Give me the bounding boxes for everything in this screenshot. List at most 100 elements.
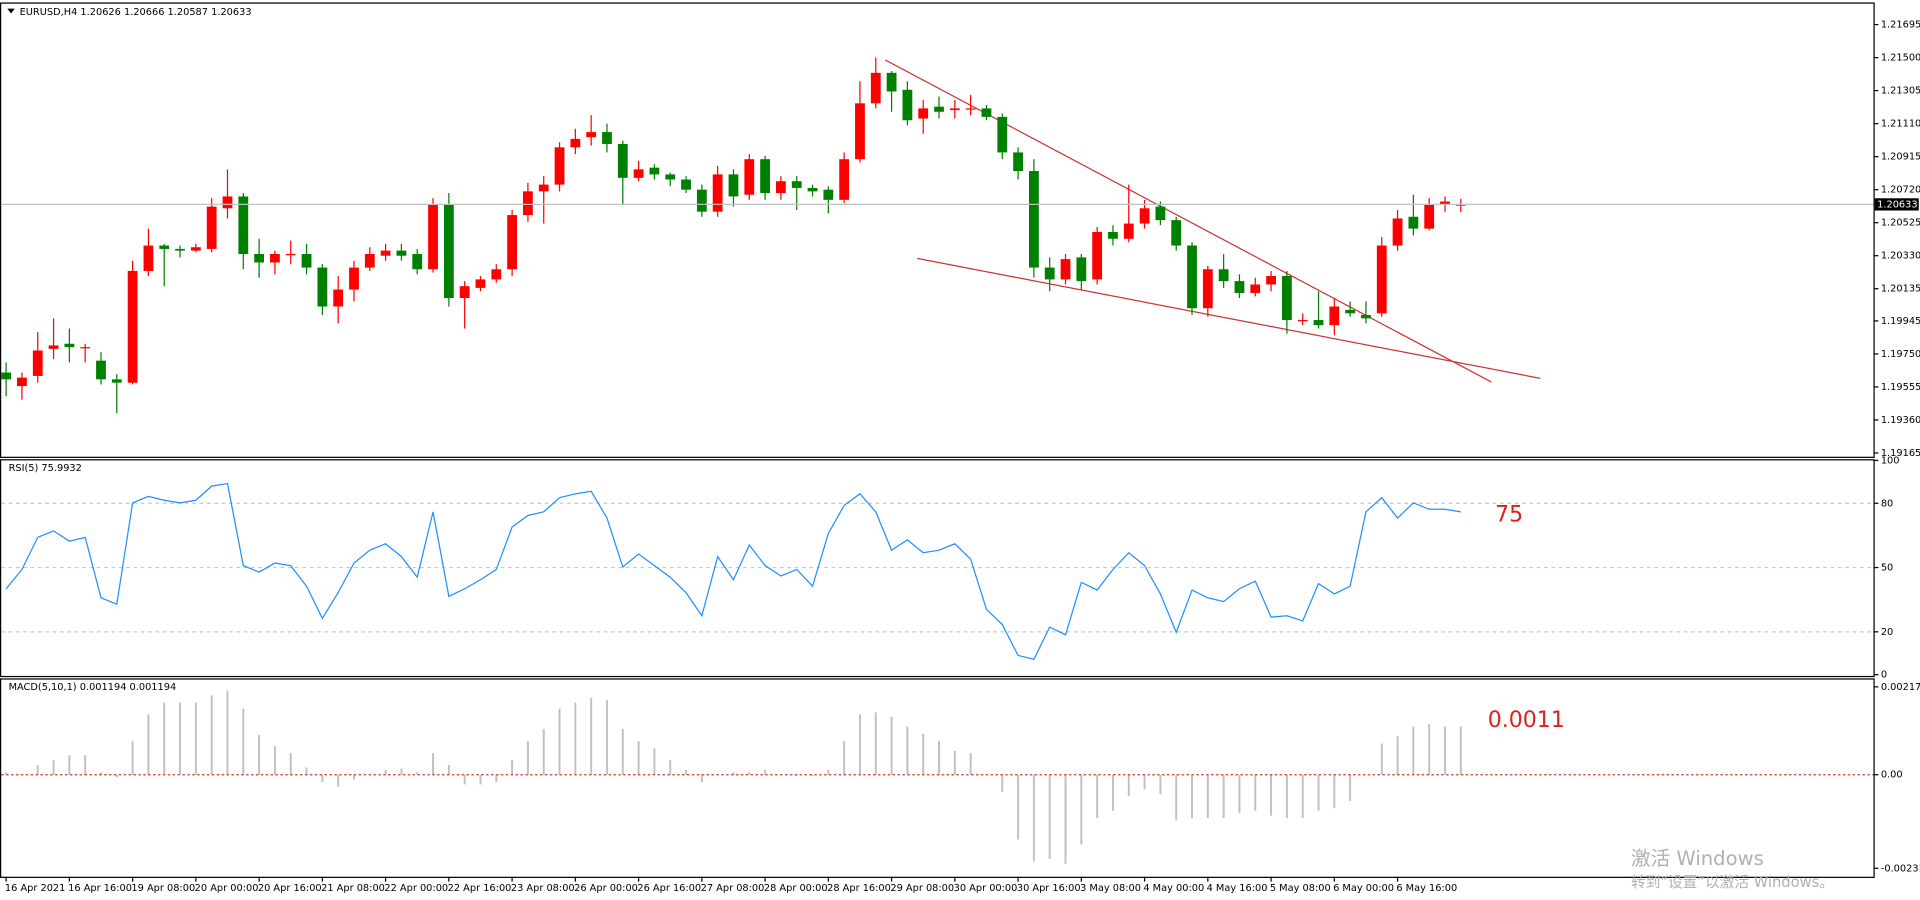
candle-body bbox=[1329, 306, 1340, 326]
macd-annotation: 0.0011 bbox=[1488, 708, 1565, 733]
candle-body bbox=[443, 204, 454, 299]
candle-body bbox=[1313, 320, 1324, 326]
x-tick-label: 16 Apr 2021 bbox=[5, 883, 65, 894]
x-tick-label: 30 Apr 00:00 bbox=[954, 883, 1018, 894]
candle-body bbox=[712, 174, 723, 212]
candle-body bbox=[1013, 152, 1023, 172]
candle-body bbox=[997, 116, 1008, 153]
candle-body bbox=[538, 184, 549, 192]
candle-body bbox=[870, 72, 881, 104]
candle-body bbox=[428, 204, 438, 270]
x-tick-label: 4 May 00:00 bbox=[1143, 883, 1204, 894]
x-tick-label: 4 May 16:00 bbox=[1207, 883, 1268, 894]
candle-body bbox=[491, 269, 502, 280]
candle-body bbox=[412, 254, 423, 270]
candle-body bbox=[206, 206, 217, 249]
x-tick-label: 26 Apr 00:00 bbox=[574, 883, 638, 894]
x-tick-label: 5 May 08:00 bbox=[1270, 883, 1331, 894]
candle-body bbox=[1155, 206, 1166, 221]
last-price-box bbox=[1874, 198, 1919, 211]
x-tick-label: 20 Apr 00:00 bbox=[195, 883, 259, 894]
candle-body bbox=[364, 254, 375, 268]
candle-body bbox=[507, 215, 518, 270]
candle-body bbox=[934, 106, 944, 112]
x-tick-label: 23 Apr 08:00 bbox=[511, 883, 575, 894]
x-tick-label: 19 Apr 08:00 bbox=[131, 883, 195, 894]
y-tick-label: 100 bbox=[1881, 455, 1900, 466]
close: 1.20633 bbox=[211, 7, 251, 18]
candle-body bbox=[586, 132, 597, 138]
candle-body bbox=[665, 174, 676, 180]
macd-pane-border bbox=[0, 678, 1875, 878]
x-tick-label: 16 Apr 16:00 bbox=[68, 883, 132, 894]
x-tick-label: 22 Apr 00:00 bbox=[384, 883, 448, 894]
candle-body bbox=[1187, 245, 1197, 309]
candle-body bbox=[728, 174, 739, 197]
y-tick-label: 1.19555 bbox=[1881, 382, 1920, 393]
y-tick-label: 1.20525 bbox=[1881, 218, 1920, 229]
candle-body bbox=[64, 343, 75, 348]
y-tick-label: 1.21695 bbox=[1881, 20, 1920, 31]
candle-body bbox=[80, 347, 91, 349]
candle-body bbox=[744, 159, 755, 195]
candle-body bbox=[285, 254, 296, 256]
candle-body bbox=[570, 138, 581, 148]
y-tick-label: 80 bbox=[1881, 498, 1893, 509]
candle-body bbox=[855, 103, 865, 160]
candle-body bbox=[1345, 309, 1356, 314]
candle-body bbox=[317, 267, 328, 307]
candle-body bbox=[1408, 216, 1419, 229]
candle-body bbox=[523, 191, 533, 216]
candle-body bbox=[1092, 232, 1103, 280]
y-tick-label: 1.19360 bbox=[1881, 415, 1920, 426]
candle-body bbox=[396, 250, 407, 256]
y-tick-label: 1.19165 bbox=[1881, 448, 1920, 459]
x-tick-label: 27 Apr 08:00 bbox=[701, 883, 765, 894]
y-tick-label: 0 bbox=[1881, 670, 1887, 681]
candle-body bbox=[143, 245, 154, 271]
x-tick-label: 22 Apr 16:00 bbox=[448, 883, 512, 894]
menu-triangle[interactable] bbox=[7, 8, 15, 14]
candle-body bbox=[918, 108, 929, 119]
candle-body bbox=[111, 379, 122, 383]
candle-body bbox=[1234, 281, 1245, 293]
candle-body bbox=[190, 247, 201, 251]
candle-body bbox=[333, 289, 344, 307]
candle-body bbox=[159, 245, 170, 249]
macd-title: MACD(5,10,1) bbox=[9, 682, 77, 693]
y-tick-label: 50 bbox=[1881, 563, 1893, 574]
candle-body bbox=[1266, 276, 1276, 285]
candle-body bbox=[1171, 220, 1182, 246]
candle-body bbox=[839, 159, 850, 200]
candle-body bbox=[981, 108, 992, 117]
candle-body bbox=[17, 377, 27, 387]
candle-body bbox=[649, 167, 660, 175]
candle-body bbox=[1218, 269, 1229, 282]
x-tick-label: 28 Apr 16:00 bbox=[827, 883, 891, 894]
candle-body bbox=[1202, 269, 1213, 309]
x-tick-label: 3 May 08:00 bbox=[1080, 883, 1141, 894]
candle-body bbox=[238, 196, 249, 255]
y-tick-label: 1.20135 bbox=[1881, 284, 1920, 295]
candle-body bbox=[1361, 314, 1371, 319]
candle-body bbox=[902, 89, 913, 121]
rsi-header: RSI(5) 75.9932 bbox=[9, 463, 82, 474]
watermark: 激活 Windows bbox=[1631, 847, 1764, 870]
candle-body bbox=[222, 196, 233, 209]
rsi-line bbox=[5, 482, 1461, 660]
candle-body bbox=[1076, 257, 1087, 282]
candle-body bbox=[254, 254, 265, 263]
x-tick-label: 30 Apr 16:00 bbox=[1017, 883, 1081, 894]
candle-body bbox=[760, 159, 770, 194]
candle-body bbox=[791, 181, 802, 188]
candle-body bbox=[1108, 232, 1118, 239]
macd-signal: 0.001194 bbox=[130, 682, 177, 693]
y-tick-label: 0.002171 bbox=[1881, 682, 1920, 693]
symbol: EURUSD,H4 bbox=[20, 7, 78, 18]
last-price-label: 1.20633 bbox=[1877, 199, 1917, 210]
candle-body bbox=[48, 345, 59, 349]
y-tick-label: -0.002311 bbox=[1881, 863, 1920, 874]
candle-body bbox=[475, 279, 486, 288]
